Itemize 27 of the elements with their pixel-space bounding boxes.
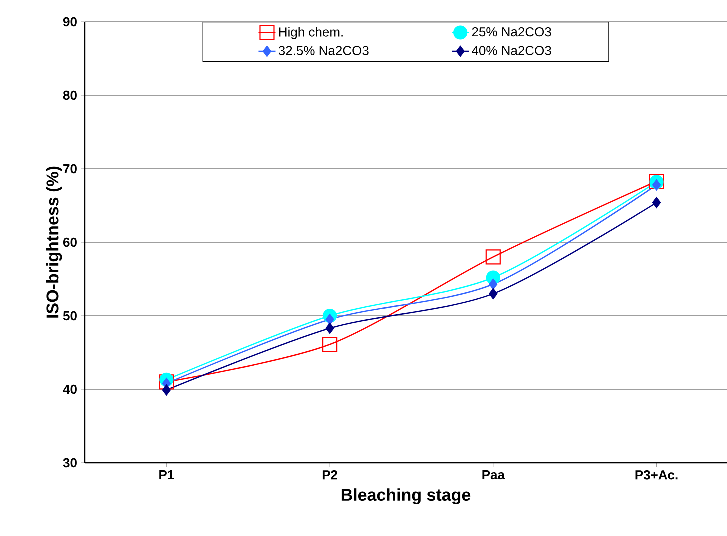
y-tick-label: 90 bbox=[63, 17, 77, 27]
point bbox=[486, 250, 501, 265]
y-tick-label: 80 bbox=[63, 90, 77, 100]
y-tick-label: 30 bbox=[63, 458, 77, 468]
point bbox=[489, 288, 498, 300]
point bbox=[489, 278, 498, 290]
x-tick-label: Paa bbox=[482, 470, 506, 480]
legend-label: 25% Na2CO3 bbox=[472, 27, 552, 37]
y-tick-label: 70 bbox=[64, 164, 77, 174]
x-axis-title: Bleaching stage bbox=[342, 488, 471, 505]
x-tick-label: P1 bbox=[160, 470, 174, 480]
legend-label: 40% Na2CO3 bbox=[472, 46, 552, 56]
legend-label: 32.5% Na2CO3 bbox=[278, 46, 369, 56]
legend-label: High chem. bbox=[279, 27, 343, 40]
point bbox=[322, 337, 338, 352]
point bbox=[652, 180, 662, 191]
point bbox=[162, 384, 171, 396]
point bbox=[159, 374, 174, 390]
point bbox=[652, 197, 662, 208]
y-tick-label: 50 bbox=[63, 311, 77, 321]
y-tick-label: 60 bbox=[63, 238, 77, 248]
y-tick-label: 40 bbox=[63, 384, 77, 394]
x-tick-label: P2 bbox=[322, 470, 338, 480]
x-tick-label: P3+Ac. bbox=[636, 470, 678, 480]
point bbox=[326, 322, 334, 334]
point bbox=[326, 314, 334, 326]
y-axis-title: ISO-brightness (%) bbox=[46, 166, 62, 318]
